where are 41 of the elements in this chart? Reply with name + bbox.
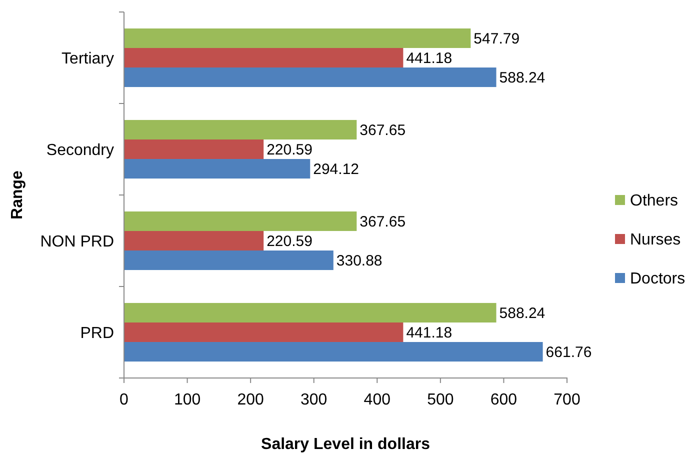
bar (124, 48, 404, 68)
legend-label: Doctors (630, 270, 686, 288)
bar (124, 159, 310, 179)
bar (124, 68, 496, 88)
data-label: 661.76 (546, 344, 592, 362)
x-tick-label: 300 (300, 391, 328, 408)
bar (124, 302, 496, 322)
bar (124, 342, 543, 362)
x-tick-label: 100 (174, 391, 201, 408)
y-tick-label: Secondry (46, 142, 114, 159)
bar (124, 211, 357, 231)
y-axis-title: Range (9, 170, 26, 220)
data-label: 367.65 (360, 122, 406, 139)
x-tick-label: 400 (364, 391, 391, 408)
bar (124, 120, 357, 140)
data-label: 220.59 (266, 142, 312, 158)
x-tick-label: 500 (427, 391, 454, 408)
data-label: 330.88 (336, 252, 382, 270)
data-label: 588.24 (499, 304, 546, 322)
data-label: 547.79 (474, 30, 520, 48)
x-axis-title: Salary Level in dollars (261, 436, 430, 453)
y-tick-label: PRD (80, 324, 114, 342)
x-tick-label: 700 (554, 391, 580, 408)
x-tick-label: 200 (237, 391, 264, 408)
bar (124, 139, 264, 160)
data-label: 588.24 (499, 70, 546, 87)
y-tick-label: NON PRD (40, 233, 114, 250)
legend-label: Others (630, 192, 678, 210)
data-label: 220.59 (266, 233, 312, 250)
x-tick-label: 0 (120, 391, 129, 408)
bar (124, 322, 404, 342)
data-label: 367.65 (360, 213, 406, 230)
x-tick-label: 600 (490, 391, 518, 408)
data-label: 294.12 (313, 161, 360, 178)
bar (124, 28, 471, 48)
bar (124, 250, 334, 270)
bar (124, 230, 264, 251)
y-tick-label: Tertiary (62, 50, 114, 68)
data-label: 441.18 (406, 50, 452, 67)
data-label: 441.18 (406, 324, 452, 342)
legend-label: Nurses (630, 232, 681, 249)
